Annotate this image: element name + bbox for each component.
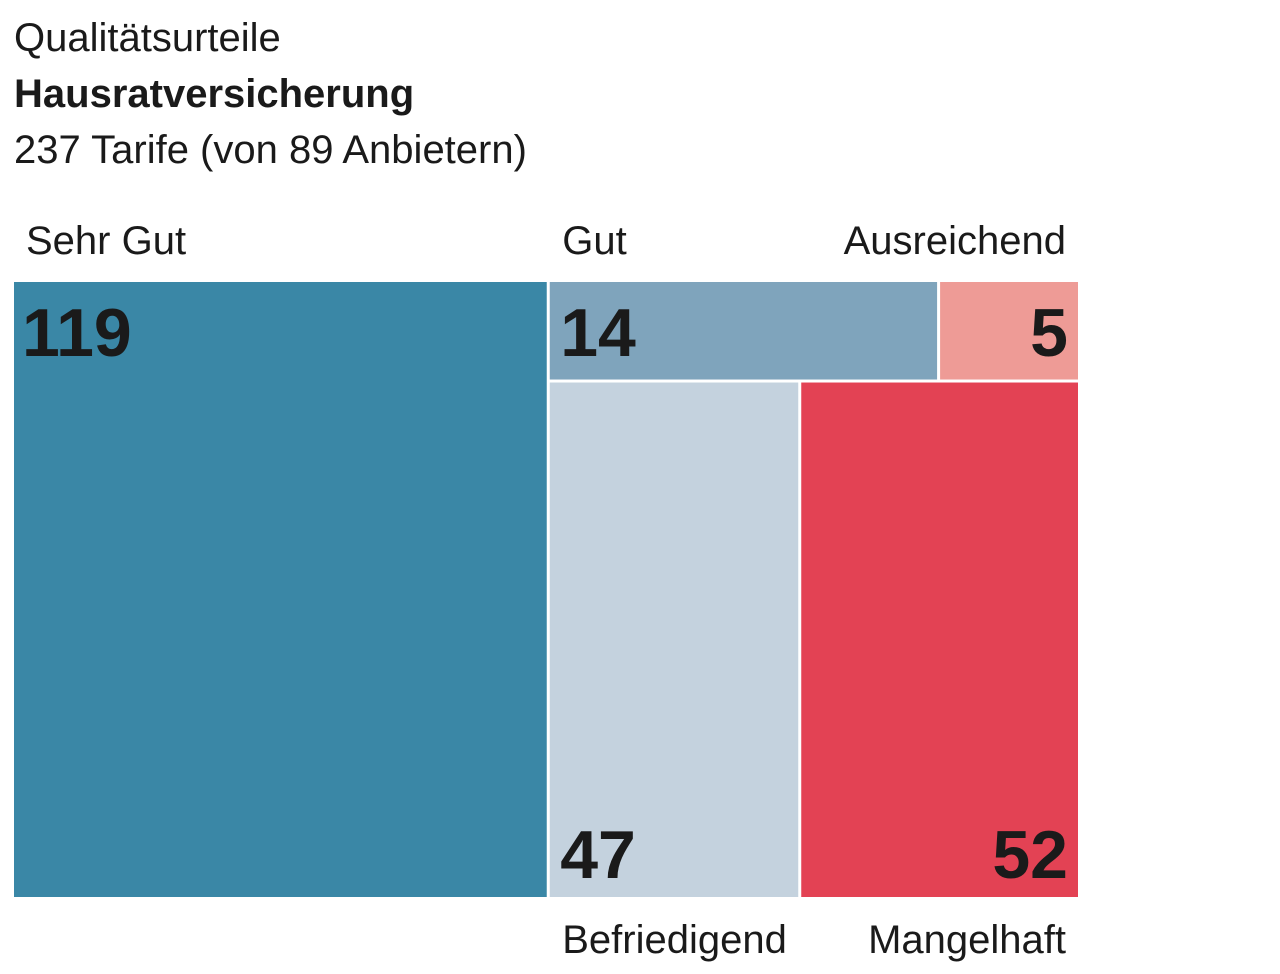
treemap-cell-befriedigend (549, 382, 799, 898)
treemap-cell-sehr-gut (14, 282, 547, 897)
value-label-ausreichend: 5 (1030, 295, 1068, 371)
chart-supertitle: Qualitätsurteile (14, 16, 281, 60)
value-label-gut: 14 (560, 295, 636, 371)
category-label-gut: Gut (562, 219, 626, 263)
category-label-ausreichend: Ausreichend (844, 219, 1066, 263)
treemap-cell-ausreichend (940, 282, 1078, 380)
treemap-cell-gut (549, 282, 938, 380)
category-label-sehr-gut: Sehr Gut (26, 219, 186, 263)
value-label-befriedigend: 47 (560, 817, 636, 893)
category-label-mangelhaft: Mangelhaft (868, 918, 1066, 962)
value-label-sehr-gut: 119 (22, 295, 132, 371)
chart-title: Hausratversicherung (14, 72, 415, 116)
value-label-mangelhaft: 52 (992, 817, 1068, 893)
chart-subtitle: 237 Tarife (von 89 Anbietern) (14, 128, 527, 172)
treemap-cell-mangelhaft (801, 382, 1078, 898)
category-label-befriedigend: Befriedigend (562, 918, 787, 962)
